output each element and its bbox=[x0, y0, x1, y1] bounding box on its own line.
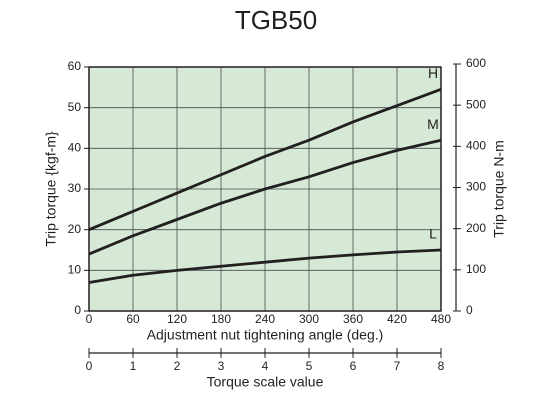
x-tick-label: 480 bbox=[431, 312, 451, 326]
series-label: L bbox=[429, 226, 437, 242]
x2-tick-label: 3 bbox=[218, 359, 225, 373]
y-tick-label: 40 bbox=[68, 141, 82, 155]
line bbox=[88, 88, 442, 231]
y2-tick-label: 600 bbox=[466, 56, 486, 70]
x-tick-label: 360 bbox=[343, 312, 363, 326]
x-tick-label: 300 bbox=[299, 312, 319, 326]
x-axis-label: Adjustment nut tightening angle (deg.) bbox=[147, 327, 384, 343]
y2-tick-label: 400 bbox=[466, 139, 486, 153]
series-label: H bbox=[428, 65, 438, 81]
chart-title: TGB50 bbox=[235, 5, 317, 35]
x2-tick-label: 2 bbox=[174, 359, 181, 373]
plot-frame bbox=[88, 66, 442, 312]
x2-tick-label: 5 bbox=[306, 359, 313, 373]
y2-tick-label: 500 bbox=[466, 97, 486, 111]
y-tick-label: 60 bbox=[68, 59, 82, 73]
x2-axis-label: Torque scale value bbox=[207, 374, 324, 390]
x-tick-label: 120 bbox=[167, 312, 187, 326]
x2-tick-label: 4 bbox=[262, 359, 269, 373]
x2-tick-label: 0 bbox=[86, 359, 93, 373]
y-tick-label: 50 bbox=[68, 100, 82, 114]
y-tick-label: 20 bbox=[68, 222, 82, 236]
series-label: M bbox=[427, 116, 439, 132]
x2-tick-label: 1 bbox=[130, 359, 137, 373]
y2-tick-label: 0 bbox=[466, 303, 473, 317]
y-tick-label: 0 bbox=[74, 303, 81, 317]
x-tick-label: 0 bbox=[86, 312, 93, 326]
y-axis-label: Trip torque {kgf-m} bbox=[43, 131, 59, 247]
line bbox=[88, 138, 442, 256]
y2-axis-label: Trip torque N-m bbox=[491, 140, 507, 238]
y2-tick-label: 200 bbox=[466, 221, 486, 235]
x2-tick-label: 8 bbox=[438, 359, 445, 373]
y-tick-label: 30 bbox=[68, 181, 82, 195]
x-tick-label: 60 bbox=[126, 312, 140, 326]
y2-tick-label: 100 bbox=[466, 262, 486, 276]
x-tick-label: 180 bbox=[211, 312, 231, 326]
x-tick-label: 240 bbox=[255, 312, 275, 326]
x2-tick-label: 6 bbox=[350, 359, 357, 373]
line bbox=[88, 248, 442, 284]
x-tick-label: 420 bbox=[387, 312, 407, 326]
x2-tick-label: 7 bbox=[394, 359, 401, 373]
y-tick-label: 10 bbox=[68, 263, 82, 277]
y2-tick-label: 300 bbox=[466, 180, 486, 194]
